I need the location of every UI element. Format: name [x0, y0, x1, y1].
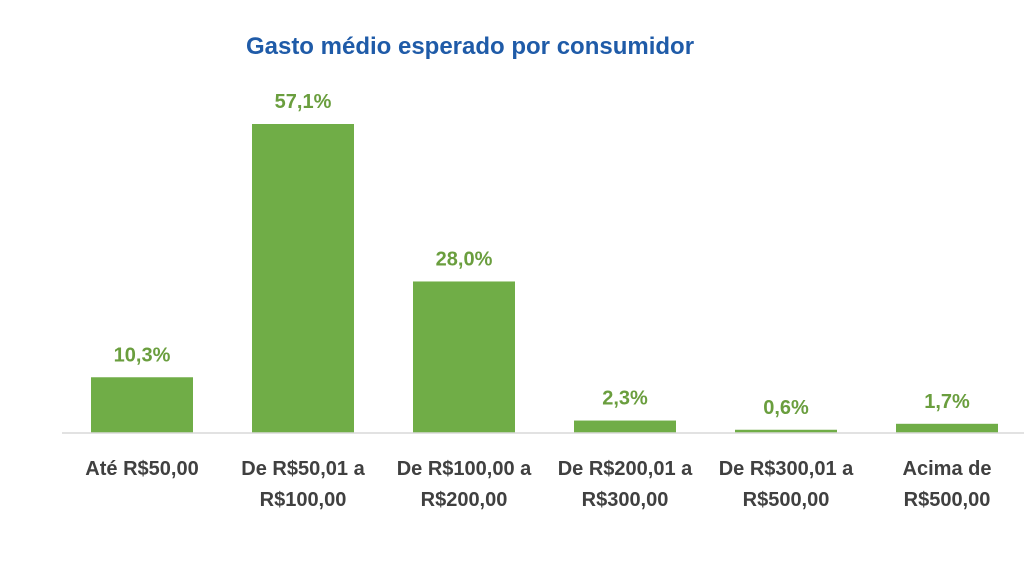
bar [413, 281, 515, 433]
x-tick-label: De R$100,00 a R$200,00 [397, 458, 532, 511]
x-tick-label-line: R$300,00 [582, 489, 669, 511]
x-tick-label-line: De R$100,00 a [397, 458, 532, 480]
bar [896, 423, 998, 433]
x-tick-label-line: De R$200,01 a [558, 458, 693, 480]
x-tick-label-line: R$500,00 [743, 489, 830, 511]
x-tick-label-line: De R$300,01 a [719, 458, 854, 480]
x-tick-label: Acima de R$500,00 [903, 458, 992, 511]
chart-title: Gasto médio esperado por consumidor [246, 33, 694, 60]
bar [574, 420, 676, 433]
data-label: 0,6% [763, 397, 809, 419]
bar [735, 429, 837, 433]
data-label: 1,7% [924, 391, 970, 413]
x-tick-label-line: Acima de [903, 458, 992, 480]
x-tick-label-line: R$200,00 [421, 489, 508, 511]
x-tick-label: De R$50,01 a R$100,00 [241, 458, 365, 511]
data-label: 57,1% [275, 91, 332, 113]
x-tick-label: De R$200,01 a R$300,00 [558, 458, 693, 511]
bar [91, 377, 193, 433]
x-tick-label: De R$300,01 a R$500,00 [719, 458, 854, 511]
x-tick-label-line: Até R$50,00 [85, 458, 198, 480]
data-label: 2,3% [602, 388, 648, 410]
data-labels-group: 10,3% 57,1% 28,0% 2,3% 0,6% 1,7% [114, 91, 970, 419]
data-label: 10,3% [114, 344, 171, 366]
bars-group [91, 124, 998, 433]
x-tick-labels-group: Até R$50,00 De R$50,01 a R$100,00 De R$100,… [85, 458, 991, 511]
data-label: 28,0% [436, 248, 493, 270]
bar [252, 124, 354, 433]
x-tick-label-line: R$100,00 [260, 489, 347, 511]
x-tick-label-line: De R$50,01 a [241, 458, 365, 480]
x-tick-label-line: R$500,00 [904, 489, 991, 511]
x-tick-label: Até R$50,00 [85, 458, 198, 480]
